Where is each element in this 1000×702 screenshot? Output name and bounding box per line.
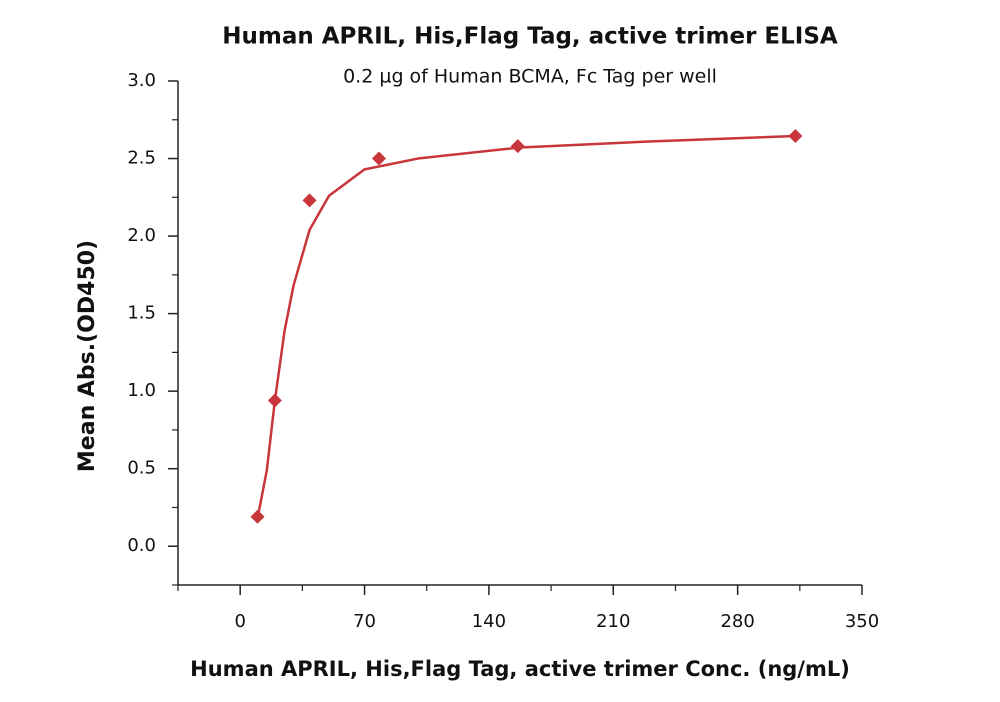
x-tick-label: 280	[720, 611, 754, 632]
x-tick-label: 350	[845, 611, 879, 632]
x-tick-label: 140	[472, 611, 506, 632]
chart-title: Human APRIL, His,Flag Tag, active trimer…	[222, 24, 838, 50]
y-tick-label: 3.0	[127, 70, 156, 91]
y-axis-label: Mean Abs.(OD450)	[75, 240, 100, 472]
y-tick-label: 1.5	[127, 303, 156, 324]
x-axis-label: Human APRIL, His,Flag Tag, active trimer…	[190, 657, 850, 681]
y-tick-label: 2.5	[127, 148, 156, 169]
y-tick-label: 0.0	[127, 535, 156, 556]
fit-curve	[256, 134, 796, 519]
x-tick-label: 210	[596, 611, 630, 632]
y-tick-label: 2.0	[127, 225, 156, 246]
data-point	[250, 509, 265, 524]
data-point	[510, 139, 525, 154]
data-point	[267, 393, 282, 408]
y-tick-label: 0.5	[127, 458, 156, 479]
y-tick-label: 1.0	[127, 380, 156, 401]
data-point	[371, 151, 386, 166]
chart-subtitle: 0.2 µg of Human BCMA, Fc Tag per well	[343, 66, 717, 88]
data-point	[788, 129, 803, 144]
x-tick-label: 0	[234, 611, 245, 632]
data-point	[302, 193, 317, 208]
x-tick-label: 70	[353, 611, 376, 632]
